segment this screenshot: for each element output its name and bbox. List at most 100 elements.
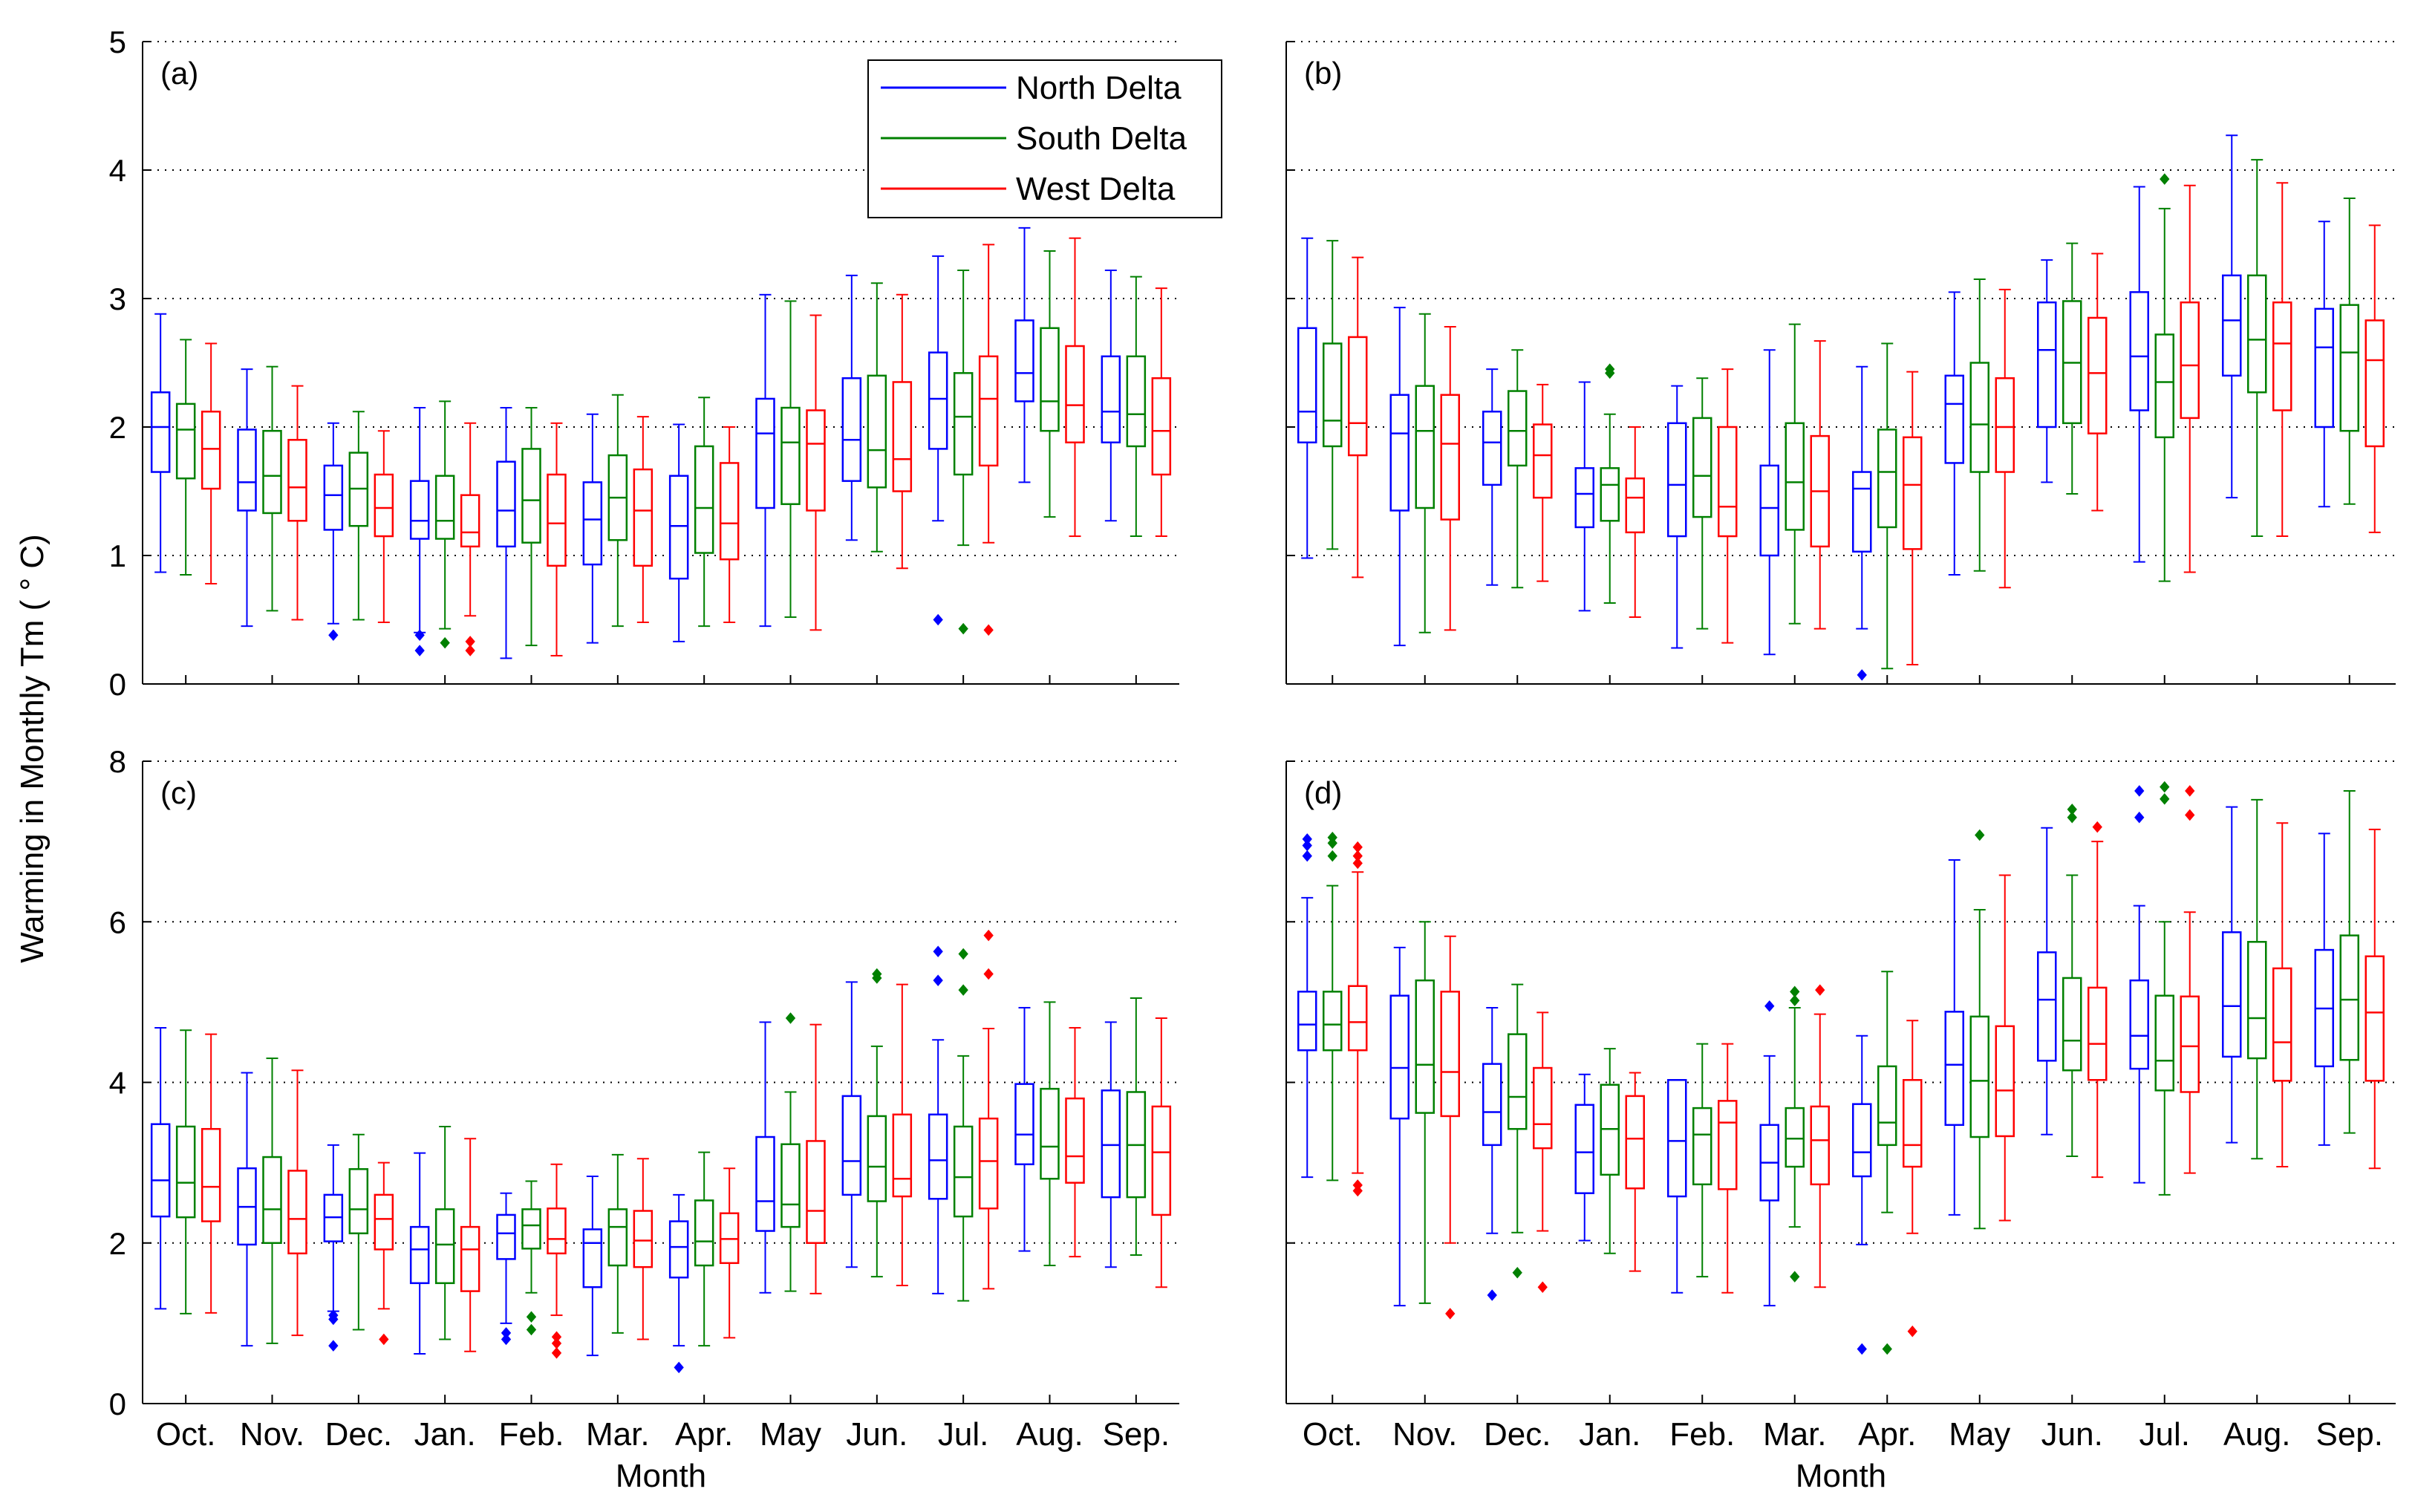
- box-north-delta: [2129, 785, 2149, 1184]
- box-iqr: [175, 403, 196, 480]
- outlier-point: [551, 1347, 562, 1359]
- box-iqr: [2062, 977, 2082, 1072]
- box-iqr: [1126, 355, 1147, 448]
- outlier-point: [1352, 857, 1363, 870]
- panel-label: (d): [1304, 775, 1342, 810]
- box-north-delta: [1667, 1079, 1687, 1294]
- box-west-delta: [287, 385, 307, 621]
- outlier-point: [785, 1012, 796, 1024]
- box-iqr: [496, 460, 516, 548]
- box-iqr: [175, 1125, 196, 1219]
- box-south-delta: [348, 1133, 369, 1331]
- outlier-point: [1882, 1343, 1892, 1355]
- x-tick-label: Apr.: [1858, 1416, 1916, 1453]
- box-south-delta: [1126, 997, 1147, 1256]
- box-south-delta: [1508, 983, 1528, 1279]
- box-iqr: [1995, 1025, 2015, 1138]
- box-south-delta: [1877, 971, 1897, 1355]
- y-tick-label: 1: [109, 538, 126, 573]
- outlier-point: [1487, 1289, 1497, 1301]
- box-north-delta: [582, 413, 603, 644]
- x-tick-label: Sep.: [2315, 1416, 2383, 1453]
- box-west-delta: [806, 314, 826, 631]
- box-iqr: [2247, 941, 2267, 1060]
- box-iqr: [841, 377, 862, 482]
- box-west-delta: [2088, 821, 2108, 1179]
- y-tick-label: 4: [109, 1066, 126, 1101]
- box-iqr: [668, 475, 689, 580]
- box-iqr: [1348, 336, 1368, 457]
- box-iqr: [2314, 307, 2334, 428]
- box-iqr: [694, 1199, 714, 1267]
- box-south-delta: [521, 407, 541, 647]
- outlier-point: [933, 613, 943, 626]
- box-north-delta: [409, 407, 430, 656]
- box-west-delta: [1995, 288, 2015, 589]
- outlier-point: [958, 984, 968, 996]
- outlier-point: [872, 972, 882, 984]
- box-north-delta: [2314, 221, 2334, 508]
- box-iqr: [1065, 345, 1085, 444]
- box-north-delta: [1574, 381, 1594, 612]
- outlier-point: [983, 968, 994, 980]
- box-iqr: [2339, 934, 2359, 1061]
- box-iqr: [1297, 327, 1317, 444]
- outlier-point: [2092, 821, 2102, 833]
- x-tick-label: Jul.: [938, 1416, 988, 1453]
- box-iqr: [1574, 1104, 1594, 1194]
- box-west-delta: [892, 983, 913, 1287]
- box-iqr: [547, 1208, 567, 1255]
- box-south-delta: [1508, 349, 1528, 589]
- outlier-point: [465, 645, 475, 656]
- box-iqr: [547, 473, 567, 567]
- box-south-delta: [1785, 323, 1805, 625]
- box-west-delta: [633, 1158, 654, 1340]
- box-north-delta: [841, 981, 862, 1268]
- box-iqr: [1667, 1079, 1687, 1198]
- box-iqr: [150, 391, 171, 473]
- box-west-delta: [2365, 224, 2385, 533]
- box-iqr: [1810, 1105, 1830, 1186]
- box-north-delta: [1101, 269, 1121, 522]
- x-tick-label: Feb.: [498, 1416, 564, 1453]
- box-iqr: [1014, 319, 1034, 403]
- box-iqr: [607, 1208, 628, 1267]
- box-iqr: [2247, 274, 2267, 394]
- box-iqr: [953, 1125, 974, 1218]
- box-west-delta: [1440, 935, 1460, 1320]
- box-south-delta: [348, 411, 369, 621]
- box-iqr: [953, 372, 974, 476]
- x-tick-label: Apr.: [675, 1416, 733, 1453]
- box-north-delta: [150, 1026, 171, 1310]
- outlier-point: [983, 929, 994, 942]
- box-iqr: [434, 1208, 455, 1285]
- box-west-delta: [978, 244, 999, 636]
- box-south-delta: [1040, 250, 1060, 518]
- outlier-point: [501, 1333, 512, 1346]
- box-iqr: [1692, 417, 1712, 518]
- box-south-delta: [2154, 173, 2174, 582]
- outlier-point: [933, 945, 943, 958]
- box-south-delta: [2062, 804, 2082, 1157]
- box-west-delta: [1903, 371, 1923, 666]
- box-north-delta: [1482, 368, 1502, 586]
- box-north-delta: [409, 1152, 430, 1355]
- box-iqr: [1667, 422, 1687, 538]
- outlier-point: [2134, 785, 2145, 797]
- box-iqr: [633, 468, 654, 567]
- box-north-delta: [1014, 1006, 1034, 1252]
- box-north-delta: [1482, 1006, 1502, 1301]
- box-iqr: [1969, 1015, 1989, 1138]
- box-north-delta: [1101, 1021, 1121, 1268]
- outlier-point: [1975, 829, 1985, 841]
- box-north-delta: [496, 407, 516, 659]
- box-iqr: [1014, 1083, 1034, 1166]
- box-west-delta: [1348, 841, 1368, 1197]
- box-iqr: [348, 1168, 369, 1235]
- box-north-delta: [237, 368, 257, 628]
- box-iqr: [1852, 471, 1872, 553]
- box-iqr: [1389, 394, 1409, 512]
- box-south-delta: [2247, 159, 2267, 538]
- box-north-delta: [1389, 946, 1409, 1307]
- outlier-point: [2160, 781, 2170, 793]
